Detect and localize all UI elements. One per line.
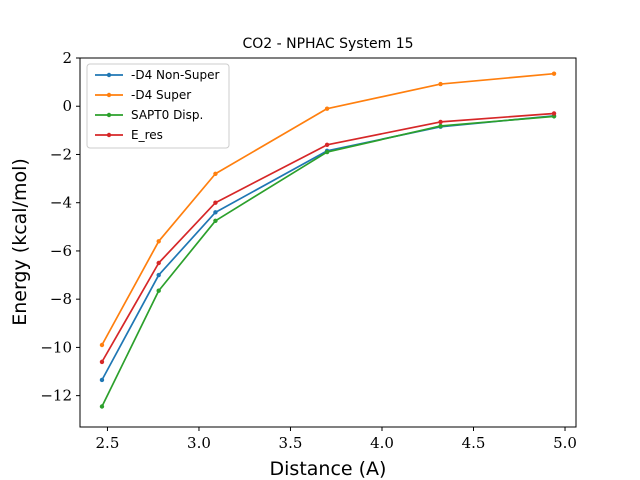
legend-label: E_res [131, 128, 163, 142]
y-tick-label: −12 [40, 387, 72, 405]
legend-marker [106, 132, 112, 138]
data-point [551, 71, 557, 76]
series-line [101, 72, 555, 346]
legend-marker [106, 72, 112, 78]
x-tick-label: 3.5 [279, 434, 303, 452]
y-axis-label: Energy (kcal/mol) [9, 158, 31, 326]
x-tick-label: 3.0 [187, 434, 211, 452]
legend-marker [106, 112, 112, 118]
axis-ticks: 2.5 3.0 3.5 4.0 4.5 5.0 −12 −10 −8 −6 −4 −2 0 2 [40, 49, 577, 452]
legend-box [86, 63, 230, 149]
x-tick-label: 4.0 [370, 434, 394, 452]
plot-frame [79, 57, 577, 428]
data-point [156, 272, 161, 278]
data-point [99, 342, 105, 348]
x-axis-label: Distance (A) [270, 458, 387, 480]
legend-label: SAPT0 Disp. [131, 108, 203, 122]
data-point [438, 119, 443, 125]
series-line [101, 115, 555, 407]
data-point [99, 359, 105, 365]
data-point [438, 81, 443, 87]
legend-item: E_res [95, 128, 163, 142]
y-tick-label: −4 [50, 194, 72, 212]
data-point [551, 111, 557, 116]
legend-item: SAPT0 Disp. [95, 108, 203, 122]
series-line [101, 112, 555, 363]
data-point [213, 171, 218, 176]
y-tick-label: −6 [50, 242, 72, 260]
legend-label: -D4 Non-Super [131, 68, 219, 82]
data-point [213, 210, 218, 215]
series-3 [99, 111, 557, 365]
y-tick-label: 2 [62, 49, 72, 67]
plot-area [99, 71, 557, 409]
data-point [99, 377, 105, 383]
legend-marker [106, 92, 112, 98]
x-tick-label: 4.5 [462, 434, 486, 452]
series-2 [99, 114, 557, 409]
series-line [101, 115, 555, 381]
data-point [324, 106, 330, 111]
data-point [324, 142, 330, 148]
y-tick-label: −8 [50, 290, 72, 308]
legend: -D4 Non-Super -D4 Super SAPT0 Disp. E_res [86, 63, 230, 149]
data-point [213, 200, 218, 205]
y-tick-label: −2 [50, 145, 72, 163]
y-tick-label: −10 [40, 338, 72, 356]
y-tick-label: 0 [62, 97, 72, 115]
x-tick-label: 5.0 [553, 434, 577, 452]
legend-label: -D4 Super [131, 88, 191, 102]
legend-item: -D4 Non-Super [95, 68, 219, 82]
legend-item: -D4 Super [95, 88, 191, 102]
data-point [156, 239, 161, 244]
data-point [156, 288, 161, 293]
data-point [99, 404, 105, 409]
data-point [213, 218, 218, 223]
series-1 [99, 71, 557, 348]
data-point [438, 123, 443, 129]
data-point [324, 149, 330, 155]
x-tick-label: 2.5 [96, 434, 120, 452]
chart-title: CO2 - NPHAC System 15 [242, 36, 413, 52]
data-point [156, 260, 161, 266]
